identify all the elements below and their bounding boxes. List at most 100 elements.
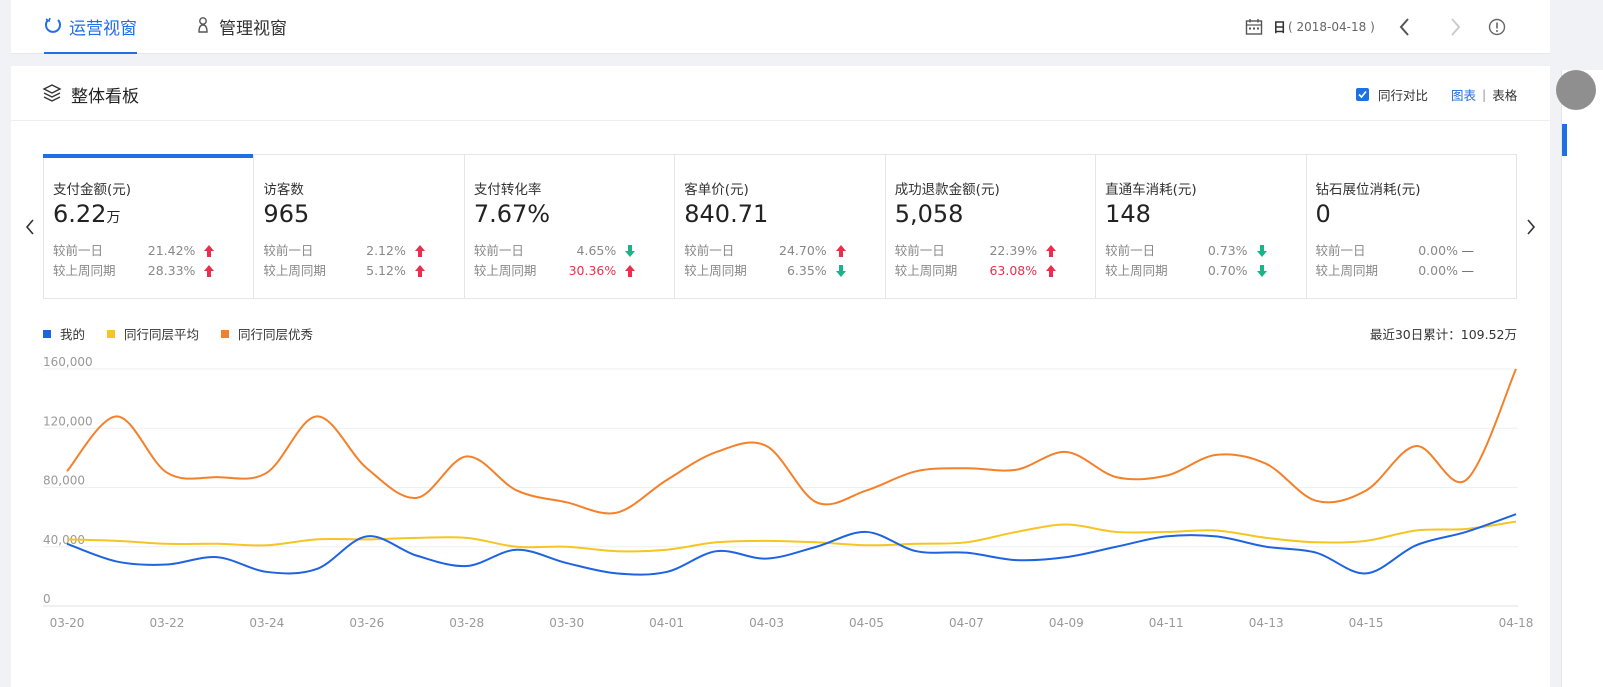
arrow-down-icon: [835, 265, 846, 277]
x-tick-label: 03-30: [549, 616, 584, 630]
kpi-compare-row: 较上周同期 0.00% —: [1316, 261, 1516, 281]
kpi-compare-pct: 21.42%: [147, 243, 196, 258]
refresh-ring-icon: [45, 17, 61, 33]
checkbox-checked-icon[interactable]: [1356, 88, 1369, 101]
kpi-name: 钻石展位消耗(元): [1315, 182, 1421, 198]
kpi-compare-row: 较前一日 4.65%: [474, 241, 674, 261]
kpi-compare-label: 较上周同期: [684, 263, 747, 278]
x-tick-label: 04-18: [1499, 616, 1534, 630]
tab-management[interactable]: 管理视窗: [194, 14, 287, 54]
kpi-compare-label: 较前一日: [53, 243, 104, 258]
kpi-compare-label: 较上周同期: [263, 263, 326, 278]
kpi-compare-label: 较上周同期: [1105, 263, 1168, 278]
legend-item[interactable]: 同行同层优秀: [221, 324, 313, 343]
kpi-unit: 万: [106, 210, 121, 226]
kpi-compare-label: 较前一日: [263, 243, 314, 258]
y-tick-label: 40,000: [43, 533, 85, 547]
kpi-compare-pct: 4.65%: [576, 243, 617, 258]
kpi-value-number: 148: [1105, 200, 1151, 228]
y-tick-label: 160,000: [43, 355, 93, 369]
alert-info-icon[interactable]: [1488, 18, 1506, 36]
kpi-compare-row: 较前一日 0.00% —: [1316, 241, 1516, 261]
top-bar: 运营视窗 管理视窗 日 ( 2018-04-18 ): [11, 0, 1550, 54]
kpi-value: 840.71: [684, 200, 884, 231]
kpi-compare-label: 较前一日: [1315, 243, 1366, 258]
panel-title: 整体看板: [71, 87, 139, 107]
kpi-compare-row: 较前一日 24.70%: [684, 241, 884, 261]
legend-label: 我的: [60, 327, 86, 342]
legend-swatch: [43, 329, 51, 338]
x-tick-label: 04-15: [1349, 616, 1384, 630]
x-tick-label: 03-20: [50, 616, 85, 630]
kpi-card[interactable]: 直通车消耗(元) 148 较前一日 0.73% 较上周同期 0.70%: [1096, 155, 1307, 298]
date-picker[interactable]: 日 ( 2018-04-18 ): [1245, 17, 1375, 36]
kpi-compare-label: 较上周同期: [1315, 263, 1379, 278]
legend-item[interactable]: 我的: [43, 324, 85, 343]
chart-legend: 我的 同行同层平均 同行同层优秀: [43, 324, 335, 343]
kpi-compare-pct: 63.08%: [989, 263, 1038, 278]
kpi-compare-pct: 0.00%: [1418, 263, 1458, 278]
legend-item[interactable]: 同行同层平均: [107, 324, 199, 343]
peer-compare-label: 同行对比: [1378, 88, 1429, 103]
x-tick-label: 04-05: [849, 616, 884, 630]
kpi-compare-pct: 22.39%: [989, 243, 1038, 258]
x-tick-label: 04-01: [649, 616, 684, 630]
arrow-down-icon: [625, 245, 636, 257]
kpi-card[interactable]: 客单价(元) 840.71 较前一日 24.70% 较上周同期 6.35%: [675, 155, 886, 298]
series-line[interactable]: [66, 513, 1517, 576]
series-line[interactable]: [66, 520, 1517, 553]
avatar[interactable]: [1556, 70, 1596, 110]
kpi-card[interactable]: 支付转化率 7.67% 较前一日 4.65% 较上周同期 30.36%: [465, 155, 676, 298]
x-tick-label: 04-09: [1049, 616, 1084, 630]
arrow-up-icon: [835, 245, 846, 257]
kpi-value-number: 6.22: [53, 200, 107, 228]
x-tick-label: 04-03: [749, 616, 784, 630]
kpi-value-number: 0: [1315, 200, 1331, 228]
view-separator: |: [1482, 87, 1487, 102]
prev-day-arrow-icon[interactable]: [1395, 16, 1415, 38]
arrow-up-icon: [1046, 265, 1057, 277]
legend-label: 同行同层优秀: [238, 327, 314, 342]
kpi-compare-label: 较上周同期: [894, 263, 958, 278]
x-tick-label: 03-26: [349, 616, 384, 630]
kpi-name: 直通车消耗(元): [1105, 182, 1197, 198]
kpi-compare-label: 较前一日: [473, 243, 524, 258]
kpi-name: 支付转化率: [473, 182, 542, 198]
peer-compare-toggle[interactable]: 同行对比: [1356, 85, 1428, 104]
arrow-up-icon: [414, 245, 425, 257]
kpi-value: 965: [263, 200, 463, 231]
kpi-card[interactable]: 访客数 965 较前一日 2.12% 较上周同期 5.12%: [254, 155, 465, 298]
kpi-compare-row: 较前一日 22.39%: [895, 241, 1095, 261]
kpi-next-arrow-icon[interactable]: [1524, 216, 1538, 238]
view-chart-link[interactable]: 图表: [1451, 88, 1477, 103]
kpi-value-number: 5,058: [894, 200, 964, 228]
kpi-prev-arrow-icon[interactable]: [23, 216, 37, 238]
date-granularity: 日: [1273, 21, 1287, 36]
kpi-compare-row: 较上周同期 30.36%: [474, 261, 674, 281]
kpi-value: 7.67%: [474, 200, 674, 231]
tab-operations[interactable]: 运营视窗: [44, 14, 137, 54]
kpi-compare-row: 较上周同期 0.70%: [1105, 261, 1305, 281]
view-table-link[interactable]: 表格: [1492, 88, 1518, 103]
kpi-compare-pct: 30.36%: [568, 263, 617, 278]
kpi-value: 5,058: [895, 200, 1095, 231]
y-tick-label: 80,000: [43, 474, 85, 488]
kpi-compare-pct: 0.73%: [1207, 243, 1248, 258]
edge-active-indicator: [1562, 124, 1567, 156]
arrow-down-icon: [1256, 265, 1267, 277]
kpi-value: 6.22万: [53, 200, 253, 231]
x-tick-label: 03-28: [449, 616, 484, 630]
next-day-arrow-icon[interactable]: [1445, 16, 1465, 38]
kpi-card[interactable]: 钻石展位消耗(元) 0 较前一日 0.00% — 较上周同期 0.00% —: [1307, 155, 1516, 298]
arrow-up-icon: [204, 245, 215, 257]
kpi-card[interactable]: 成功退款金额(元) 5,058 较前一日 22.39% 较上周同期 63.08%: [886, 155, 1097, 298]
kpi-card[interactable]: 支付金额(元) 6.22万 较前一日 21.42% 较上周同期 28.33%: [42, 154, 255, 298]
kpi-compare-pct: 5.12%: [366, 263, 406, 278]
calendar-icon: [1245, 18, 1263, 35]
x-tick-label: 04-07: [949, 616, 984, 630]
series-line[interactable]: [66, 368, 1517, 515]
kpi-compare-pct: 28.33%: [147, 263, 196, 278]
view-switch: 图表 | 表格: [1451, 85, 1517, 104]
kpi-compare-label: 较前一日: [684, 243, 735, 258]
layers-icon: [42, 84, 62, 102]
